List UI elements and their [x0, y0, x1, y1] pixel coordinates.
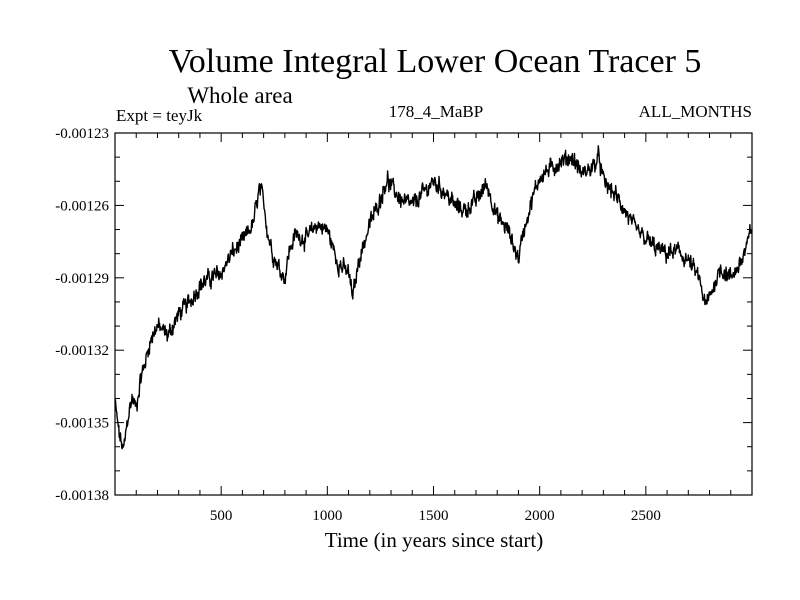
- x-axis-label: Time (in years since start): [325, 528, 544, 552]
- x-tick-label: 2500: [631, 508, 661, 524]
- months-label: ALL_MONTHS: [639, 102, 752, 121]
- x-tick-label: 1000: [312, 508, 342, 524]
- y-tick-label: -0.00135: [55, 416, 109, 432]
- series-layer: [114, 145, 753, 450]
- plot-frame: [114, 132, 753, 496]
- y-tick-label: -0.00123: [55, 126, 109, 142]
- x-axis-ticks: 500 1000 1500 2000 2500: [135, 133, 732, 524]
- period-label: 178_4_MaBP: [389, 102, 483, 121]
- experiment-label: Expt = teyJk: [116, 106, 203, 125]
- y-tick-label: -0.00126: [55, 198, 109, 214]
- y-tick-label: -0.00129: [55, 271, 109, 287]
- x-tick-label: 500: [210, 508, 233, 524]
- y-tick-label: -0.00138: [55, 488, 109, 504]
- x-tick-label: 1500: [419, 508, 449, 524]
- series-line: [114, 145, 753, 450]
- x-tick-label: 2000: [525, 508, 555, 524]
- y-tick-label: -0.00132: [55, 343, 109, 359]
- chart-subtitle: Whole area: [187, 83, 292, 108]
- y-axis-ticks: -0.00123 -0.00126 -0.00129 -0.00132 -0.00135…: [55, 126, 752, 504]
- chart-title: Volume Integral Lower Ocean Tracer 5: [169, 43, 702, 80]
